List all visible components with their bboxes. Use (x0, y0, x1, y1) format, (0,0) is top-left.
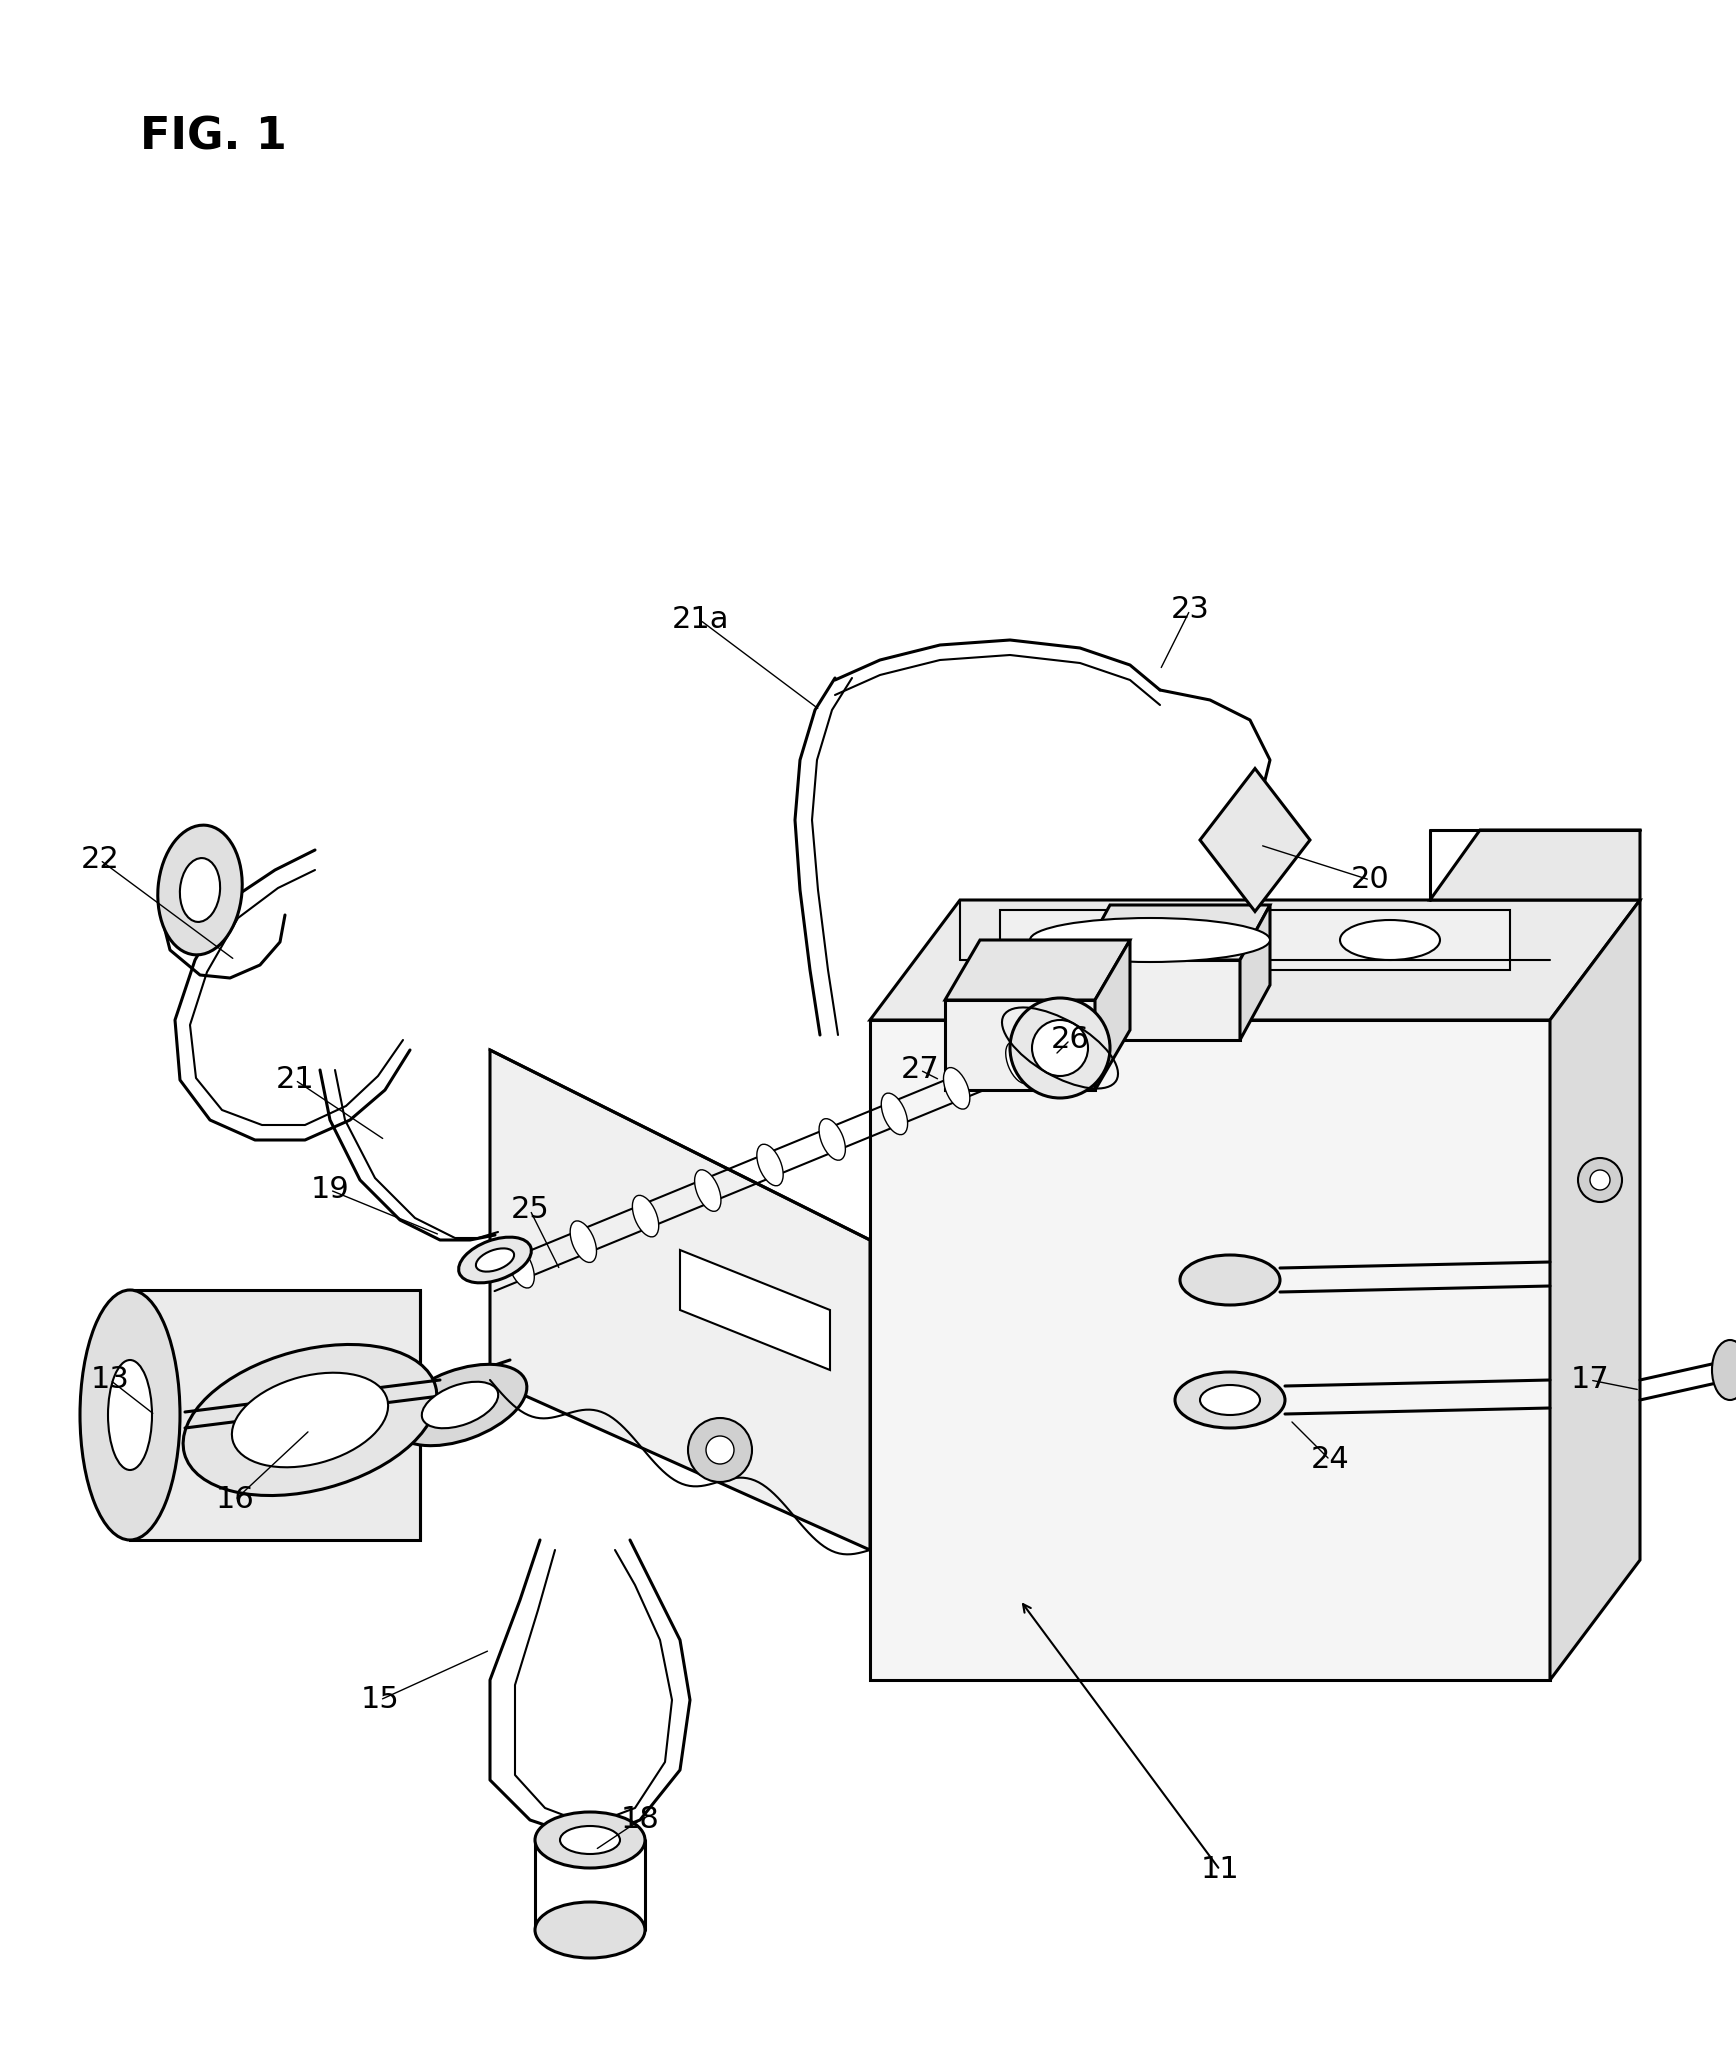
Ellipse shape (458, 1237, 531, 1282)
Text: 21a: 21a (672, 605, 729, 634)
Circle shape (707, 1436, 734, 1464)
Ellipse shape (158, 824, 243, 955)
Text: 13: 13 (90, 1366, 130, 1395)
Polygon shape (490, 1049, 870, 1550)
Circle shape (1578, 1157, 1621, 1202)
Ellipse shape (535, 1902, 646, 1957)
Ellipse shape (1200, 1384, 1260, 1415)
Text: 18: 18 (620, 1806, 660, 1834)
Circle shape (1590, 1170, 1609, 1190)
Ellipse shape (882, 1094, 908, 1135)
Text: 16: 16 (215, 1485, 255, 1515)
Ellipse shape (181, 859, 220, 922)
Text: 20: 20 (1351, 865, 1389, 894)
Polygon shape (870, 1020, 1550, 1681)
Ellipse shape (1712, 1339, 1736, 1401)
Polygon shape (1080, 959, 1240, 1041)
Polygon shape (944, 1000, 1095, 1090)
Circle shape (1031, 1020, 1088, 1076)
Polygon shape (681, 1249, 830, 1370)
Ellipse shape (233, 1372, 389, 1466)
Polygon shape (1095, 941, 1130, 1090)
Ellipse shape (535, 1812, 646, 1867)
Ellipse shape (757, 1145, 783, 1186)
Polygon shape (1000, 910, 1510, 969)
Text: 17: 17 (1571, 1366, 1609, 1395)
Ellipse shape (694, 1170, 720, 1211)
Polygon shape (1080, 906, 1271, 959)
Text: 15: 15 (361, 1685, 399, 1714)
Ellipse shape (943, 1067, 970, 1108)
Circle shape (1010, 998, 1109, 1098)
Text: FIG. 1: FIG. 1 (141, 115, 286, 157)
Ellipse shape (561, 1826, 620, 1855)
Ellipse shape (819, 1119, 845, 1160)
Ellipse shape (182, 1344, 437, 1495)
Ellipse shape (569, 1221, 597, 1262)
Text: 21: 21 (276, 1065, 314, 1094)
Text: 23: 23 (1170, 595, 1210, 624)
Ellipse shape (476, 1247, 514, 1272)
Ellipse shape (1029, 918, 1271, 961)
Text: 27: 27 (901, 1055, 939, 1084)
Polygon shape (130, 1290, 420, 1540)
Ellipse shape (1005, 1043, 1033, 1084)
Ellipse shape (1175, 1372, 1285, 1427)
Circle shape (687, 1417, 752, 1483)
Ellipse shape (422, 1382, 498, 1427)
Polygon shape (870, 900, 1641, 1020)
Text: 24: 24 (1311, 1446, 1349, 1474)
Text: 11: 11 (1201, 1855, 1240, 1885)
Polygon shape (1550, 900, 1641, 1681)
Ellipse shape (80, 1290, 181, 1540)
Ellipse shape (1340, 920, 1439, 959)
Polygon shape (944, 941, 1130, 1000)
Polygon shape (1200, 769, 1311, 912)
Ellipse shape (392, 1364, 526, 1446)
Text: 25: 25 (510, 1196, 549, 1225)
Polygon shape (1240, 906, 1271, 1041)
Text: 22: 22 (80, 845, 120, 875)
Ellipse shape (509, 1247, 535, 1288)
Polygon shape (1430, 830, 1641, 900)
Ellipse shape (632, 1196, 658, 1237)
Text: 26: 26 (1050, 1025, 1090, 1055)
Ellipse shape (1180, 1256, 1279, 1305)
Ellipse shape (108, 1360, 153, 1470)
Text: 19: 19 (311, 1176, 349, 1205)
